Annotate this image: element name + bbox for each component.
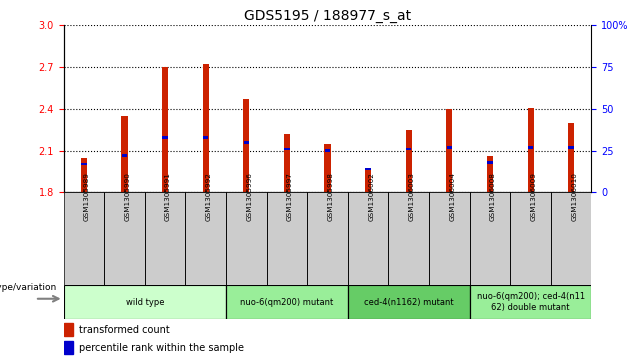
FancyBboxPatch shape — [226, 192, 266, 285]
Bar — [203, 136, 209, 139]
Bar — [487, 161, 493, 164]
FancyBboxPatch shape — [104, 192, 145, 285]
Bar — [284, 148, 289, 150]
Bar — [568, 123, 574, 192]
FancyBboxPatch shape — [429, 192, 469, 285]
Bar — [64, 323, 73, 336]
Bar — [162, 67, 168, 192]
FancyBboxPatch shape — [389, 192, 429, 285]
FancyBboxPatch shape — [348, 285, 469, 319]
Text: GSM1306008: GSM1306008 — [490, 172, 496, 221]
FancyBboxPatch shape — [307, 192, 348, 285]
FancyBboxPatch shape — [186, 192, 226, 285]
Bar — [121, 154, 127, 157]
Bar — [121, 116, 128, 192]
Text: nuo-6(qm200) mutant: nuo-6(qm200) mutant — [240, 298, 333, 307]
Text: wild type: wild type — [125, 298, 164, 307]
Bar — [528, 146, 534, 148]
FancyBboxPatch shape — [469, 285, 591, 319]
Bar — [64, 341, 73, 354]
FancyBboxPatch shape — [266, 192, 307, 285]
Bar — [162, 136, 168, 139]
Text: GSM1305992: GSM1305992 — [205, 172, 212, 221]
FancyBboxPatch shape — [64, 285, 226, 319]
FancyBboxPatch shape — [64, 192, 104, 285]
Bar — [406, 148, 411, 150]
Bar — [203, 64, 209, 192]
Text: nuo-6(qm200); ced-4(n11
62) double mutant: nuo-6(qm200); ced-4(n11 62) double mutan… — [476, 293, 584, 312]
Bar — [81, 158, 87, 192]
Bar — [81, 163, 86, 165]
FancyBboxPatch shape — [145, 192, 186, 285]
Text: GSM1305990: GSM1305990 — [125, 172, 130, 221]
FancyBboxPatch shape — [226, 285, 348, 319]
FancyBboxPatch shape — [510, 192, 551, 285]
Bar — [446, 146, 452, 148]
Text: GSM1305997: GSM1305997 — [287, 172, 293, 221]
FancyBboxPatch shape — [348, 192, 389, 285]
Text: GSM1306009: GSM1306009 — [530, 172, 537, 221]
Text: GSM1306003: GSM1306003 — [409, 172, 415, 221]
Bar — [365, 169, 371, 192]
Text: ced-4(n1162) mutant: ced-4(n1162) mutant — [364, 298, 453, 307]
Text: percentile rank within the sample: percentile rank within the sample — [80, 343, 244, 353]
Text: GSM1305991: GSM1305991 — [165, 172, 171, 221]
Text: transformed count: transformed count — [80, 325, 170, 335]
Text: genotype/variation: genotype/variation — [0, 283, 57, 292]
Bar — [284, 134, 290, 192]
Bar — [527, 107, 534, 192]
Bar — [244, 141, 249, 143]
FancyBboxPatch shape — [551, 192, 591, 285]
FancyBboxPatch shape — [469, 192, 510, 285]
Text: GSM1306004: GSM1306004 — [450, 172, 455, 221]
Text: GSM1305998: GSM1305998 — [328, 172, 333, 221]
Text: GSM1305996: GSM1305996 — [246, 172, 252, 221]
Bar — [569, 146, 574, 148]
Bar — [446, 109, 452, 192]
Bar — [325, 150, 330, 152]
Bar — [366, 168, 371, 170]
Bar — [324, 144, 331, 192]
Text: GSM1306010: GSM1306010 — [571, 172, 577, 221]
Bar — [244, 99, 249, 192]
Title: GDS5195 / 188977_s_at: GDS5195 / 188977_s_at — [244, 9, 411, 23]
Text: GSM1306002: GSM1306002 — [368, 172, 374, 221]
Text: GSM1305989: GSM1305989 — [84, 172, 90, 221]
Bar — [487, 156, 493, 192]
Bar — [406, 130, 411, 192]
